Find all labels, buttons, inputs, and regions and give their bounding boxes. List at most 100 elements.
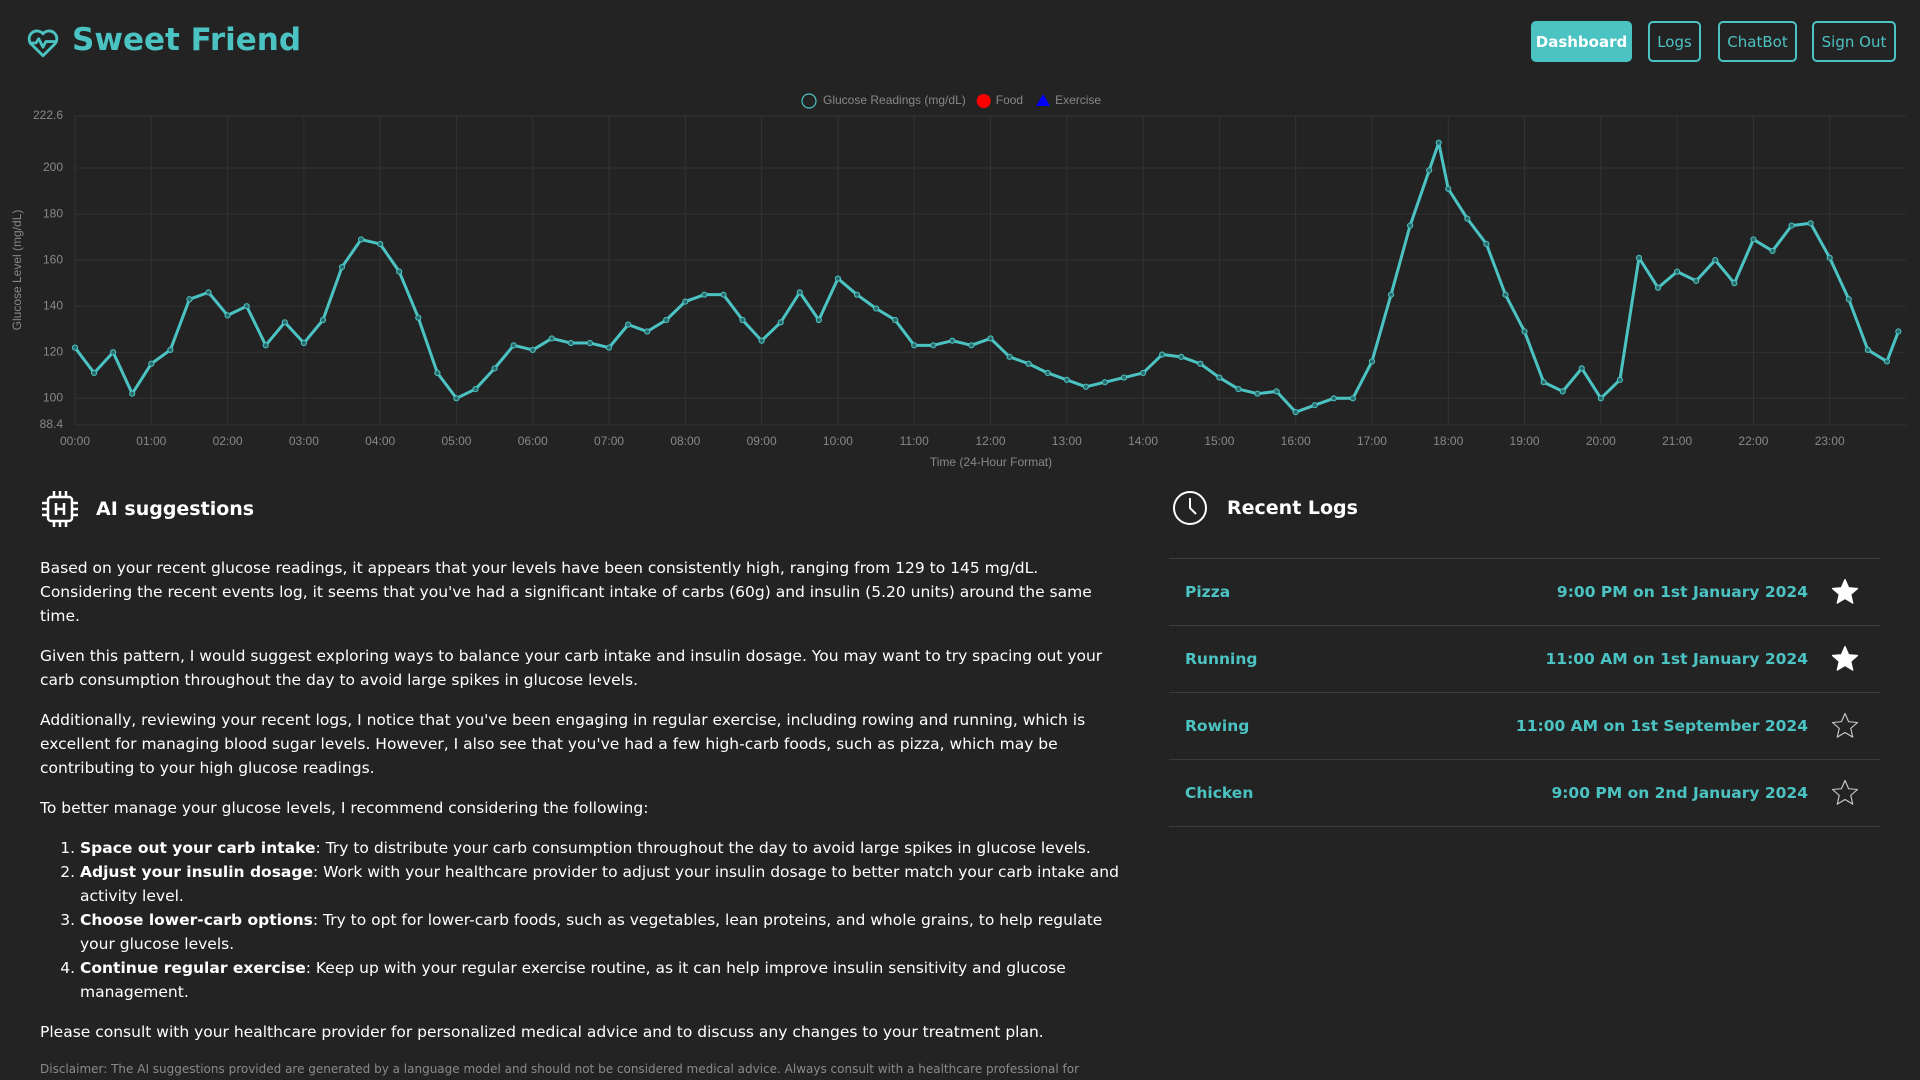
data-point: [987, 335, 994, 342]
data-point: [1712, 257, 1719, 264]
data-point: [892, 316, 899, 324]
log-name: Running: [1185, 650, 1258, 668]
data-point: [1654, 284, 1662, 291]
data-point: [1063, 376, 1070, 383]
nav-button[interactable]: Sign Out: [1812, 21, 1896, 62]
y-axis-title: Glucose Level (mg/dL): [10, 210, 24, 331]
data-point: [1464, 215, 1471, 222]
x-tick-label: 05:00: [441, 434, 471, 448]
data-point: [1006, 353, 1013, 360]
x-tick-label: 10:00: [823, 434, 853, 448]
data-point: [758, 337, 765, 344]
data-point: [930, 342, 937, 349]
star-filled[interactable]: [1830, 644, 1860, 674]
data-point: [148, 360, 155, 367]
data-point: [1082, 383, 1089, 390]
legend-marker: [976, 94, 991, 108]
data-point: [319, 316, 327, 324]
data-point: [1769, 247, 1776, 255]
data-point: [167, 346, 174, 354]
list-item: Adjust your insulin dosage: Work with yo…: [80, 860, 1120, 908]
data-point: [491, 365, 498, 372]
data-point: [1826, 254, 1833, 261]
data-point: [1254, 390, 1261, 397]
heading-text: AI suggestions: [96, 498, 255, 520]
data-point: [1895, 328, 1902, 335]
x-tick-label: 22:00: [1738, 434, 1768, 448]
log-name: Pizza: [1185, 583, 1231, 601]
clock-icon: [1173, 491, 1207, 525]
x-tick-label: 11:00: [900, 434, 929, 448]
ai-heading: AI suggestions: [40, 489, 254, 529]
logo-icon: [27, 29, 59, 58]
chip-icon: [42, 491, 78, 527]
suggestion-list: Space out your carb intake: Try to distr…: [40, 836, 1120, 1004]
x-tick-label: 14:00: [1128, 434, 1158, 448]
data-point: [224, 312, 231, 319]
data-point: [834, 275, 842, 282]
disclaimer: Disclaimer: The AI suggestions provided …: [40, 1062, 1080, 1076]
log-time: 11:00 AM on 1st January 2024: [1545, 650, 1809, 668]
legend-marker: [1036, 94, 1051, 106]
data-point: [815, 316, 822, 324]
data-point: [796, 289, 803, 296]
star-filled[interactable]: [1830, 577, 1860, 607]
ai-suggestions: Based on your recent glucose readings, i…: [40, 556, 1120, 1080]
legend-label: Exercise: [1055, 93, 1101, 107]
list-item: Space out your carb intake: Try to distr…: [80, 836, 1120, 860]
paragraph: Please consult with your healthcare prov…: [40, 1023, 1044, 1041]
x-tick-label: 00:00: [60, 434, 90, 448]
star-outline[interactable]: [1830, 711, 1860, 741]
data-point: [1483, 240, 1490, 248]
x-tick-label: 02:00: [213, 434, 243, 448]
data-point: [1845, 296, 1852, 303]
list-item: Continue regular exercise: Keep up with …: [80, 956, 1120, 1004]
glucose-chart: Time (24-Hour Format) Glucose Level (mg/…: [10, 93, 1906, 469]
data-point: [853, 291, 861, 298]
data-point: [1788, 222, 1795, 229]
star-outline[interactable]: [1830, 778, 1860, 808]
nav-button[interactable]: Dashboard: [1531, 21, 1632, 62]
data-point: [1330, 395, 1337, 402]
data-point: [720, 291, 727, 298]
x-tick-label: 23:00: [1815, 434, 1845, 448]
log-name: Rowing: [1185, 717, 1250, 735]
item-title: Continue regular exercise: [80, 959, 306, 977]
data-point: [701, 291, 708, 298]
y-tick-label: 140: [43, 298, 63, 312]
log-time: 9:00 PM on 2nd January 2024: [1551, 784, 1808, 802]
legend-marker: [801, 93, 817, 109]
glucose-line: [73, 141, 1900, 414]
data-point: [1635, 254, 1643, 261]
x-tick-label: 01:00: [136, 434, 166, 448]
item-title: Space out your carb intake: [80, 839, 316, 857]
nav-button[interactable]: Logs: [1648, 21, 1701, 62]
data-point: [529, 346, 536, 354]
x-tick-label: 12:00: [975, 434, 1005, 448]
data-point: [1235, 385, 1242, 393]
data-point: [300, 339, 307, 347]
log-row: Rowing 11:00 AM on 1st September 2024: [1169, 692, 1880, 759]
data-point: [1540, 379, 1547, 386]
data-point: [1292, 409, 1299, 416]
data-point: [777, 319, 784, 326]
data-point: [415, 314, 422, 321]
data-point: [1731, 280, 1738, 287]
data-point: [739, 316, 746, 324]
data-point: [357, 236, 365, 243]
logs-heading: Recent Logs: [1171, 489, 1358, 527]
y-tick-label: 160: [43, 252, 63, 266]
data-point: [1387, 291, 1395, 298]
app-title: Sweet Friend: [72, 22, 302, 58]
data-point: [1521, 328, 1528, 335]
data-point: [1349, 395, 1356, 402]
item-title: Choose lower-carb options: [80, 911, 313, 929]
item-text: : Work with your healthcare provider to …: [80, 863, 1119, 905]
data-point: [186, 296, 193, 303]
data-point: [1674, 268, 1681, 275]
item-text: : Keep up with your regular exercise rou…: [80, 959, 1066, 1001]
data-point: [872, 305, 880, 312]
paragraph: Given this pattern, I would suggest expl…: [40, 647, 1103, 689]
nav-button[interactable]: ChatBot: [1718, 21, 1797, 62]
x-tick-label: 20:00: [1586, 434, 1616, 448]
